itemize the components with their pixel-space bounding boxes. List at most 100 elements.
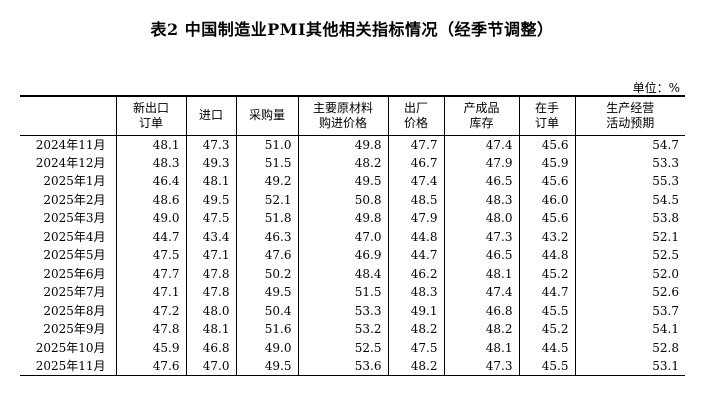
header-line1: 主要原材料	[312, 100, 373, 115]
table-cell: 46.8	[185, 338, 236, 357]
table-cell: 47.4	[443, 283, 519, 302]
table-cell: 52.0	[574, 264, 685, 283]
row-month: 2024年11月	[35, 137, 106, 152]
table-cell: 47.1	[185, 246, 236, 265]
table-cell: 45.2	[518, 320, 575, 339]
table-cell: 55.3	[574, 172, 685, 191]
table-cell: 46.4	[115, 172, 186, 191]
header-line2: 订单	[138, 115, 163, 130]
table-cell: 45.9	[115, 338, 186, 357]
header-line1: 产成品	[463, 100, 500, 115]
table-cell: 53.3	[297, 301, 388, 320]
table-cell: 44.5	[518, 338, 575, 357]
unit-label: 单位：%	[632, 81, 680, 95]
table-cell: 43.2	[518, 227, 575, 246]
row-month: 2025年10月	[35, 340, 106, 355]
table-cell: 49.8	[297, 135, 388, 154]
table-cell: 52.8	[574, 338, 685, 357]
row-month: 2025年6月	[43, 266, 106, 281]
table-cell: 49.5	[297, 172, 388, 191]
table-row: 2024年12月 48.3 49.3 51.5 48.2 46.7 47.9 45.9 53.3	[20, 153, 685, 172]
table-cell: 53.6	[297, 357, 388, 376]
table-cell: 48.1	[185, 172, 236, 191]
table-row: 2025年3月 49.0 47.5 51.8 49.8 47.9 48.0 45.6 53.8	[20, 209, 685, 228]
table-cell: 49.5	[185, 190, 236, 209]
table-cell: 49.5	[235, 357, 298, 376]
table-cell: 53.1	[574, 357, 685, 376]
header-col-1: 进口	[185, 95, 236, 136]
table-cell: 47.0	[297, 227, 388, 246]
table-cell: 47.3	[185, 135, 236, 154]
header-line2: 价格	[403, 115, 428, 130]
table-cell: 47.6	[115, 357, 186, 376]
table-cell: 48.1	[185, 320, 236, 339]
table-row: 2025年8月 47.2 48.0 50.4 53.3 49.1 46.8 45.5 53.7	[20, 301, 685, 320]
table-row: 2025年6月 47.7 47.8 50.2 48.4 46.2 48.1 45.2 52.0	[20, 264, 685, 283]
table-cell: 47.7	[387, 135, 444, 154]
header-col-5: 产成品 库存	[443, 95, 519, 136]
table-cell: 48.2	[387, 357, 444, 376]
header-col-3: 主要原材料 购进价格	[297, 95, 388, 136]
header-col-7: 生产经营 活动预期	[574, 95, 685, 136]
table-cell: 46.2	[387, 264, 444, 283]
table-cell: 46.3	[235, 227, 298, 246]
table-cell: 45.5	[518, 357, 575, 376]
table-cell: 47.0	[185, 357, 236, 376]
table-row: 2024年11月 48.1 47.3 51.0 49.8 47.7 47.4 45.6 54.7	[20, 135, 685, 154]
table-cell: 49.0	[115, 209, 186, 228]
table-cell: 47.3	[443, 227, 519, 246]
table-cell: 53.2	[297, 320, 388, 339]
table-cell: 52.1	[574, 227, 685, 246]
header-line1: 出厂	[403, 100, 428, 115]
header-col-4: 出厂 价格	[387, 95, 444, 136]
header-line2: 活动预期	[606, 115, 655, 130]
table-cell: 48.3	[115, 153, 186, 172]
header-line1: 在手	[534, 100, 559, 115]
table-cell: 48.2	[387, 320, 444, 339]
table-cell: 48.2	[443, 320, 519, 339]
table-cell: 46.7	[387, 153, 444, 172]
table-cell: 47.3	[443, 357, 519, 376]
table-cell: 51.0	[235, 135, 298, 154]
table-cell: 44.7	[518, 283, 575, 302]
table-cell: 46.8	[443, 301, 519, 320]
table-cell: 47.2	[115, 301, 186, 320]
table-cell: 49.1	[387, 301, 444, 320]
pmi-indicators-table: 新出口 订单 进口 采购量 主要原材料 购进价格 出厂 价格 产成品 库存 在手订单 生产经营 活动预期…	[20, 95, 685, 376]
header-col-2: 采购量	[235, 95, 298, 136]
table-cell: 48.1	[443, 338, 519, 357]
header-line1: 采购量	[248, 108, 285, 123]
table-cell: 53.3	[574, 153, 685, 172]
row-month: 2025年4月	[43, 229, 106, 244]
table-cell: 47.7	[115, 264, 186, 283]
table-cell: 44.8	[387, 227, 444, 246]
table-cell: 45.6	[518, 135, 575, 154]
table-cell: 47.9	[443, 153, 519, 172]
table-cell: 47.1	[115, 283, 186, 302]
row-month: 2025年9月	[43, 322, 106, 337]
table-cell: 47.4	[443, 135, 519, 154]
table-cell: 48.5	[387, 190, 444, 209]
table-row: 2025年1月 46.4 48.1 49.2 49.5 47.4 46.5 45.6 55.3	[20, 172, 685, 191]
table-cell: 48.1	[443, 264, 519, 283]
table-title: 表2 中国制造业PMI其他相关指标情况（经季节调整）	[150, 20, 554, 39]
table-cell: 46.5	[443, 172, 519, 191]
row-month: 2025年8月	[43, 303, 106, 318]
table-cell: 48.3	[387, 283, 444, 302]
table-cell: 48.0	[443, 209, 519, 228]
row-month: 2025年5月	[43, 248, 106, 263]
table-cell: 47.8	[115, 320, 186, 339]
header-month	[20, 95, 116, 136]
header-col-0: 新出口 订单	[115, 95, 186, 136]
table-cell: 49.2	[235, 172, 298, 191]
table-cell: 46.9	[297, 246, 388, 265]
row-month: 2025年11月	[20, 357, 116, 376]
table-cell: 48.4	[297, 264, 388, 283]
table-cell: 44.7	[387, 246, 444, 265]
table-cell: 51.8	[235, 209, 298, 228]
row-month: 2025年1月	[43, 174, 106, 189]
table-cell: 52.1	[235, 190, 298, 209]
table-body: 2024年11月 48.1 47.3 51.0 49.8 47.7 47.4 45.6 54.7…	[20, 135, 685, 376]
table-row: 2025年9月 47.8 48.1 51.6 53.2 48.2 48.2 45.2 54.1	[20, 320, 685, 339]
table-cell: 46.5	[443, 246, 519, 265]
